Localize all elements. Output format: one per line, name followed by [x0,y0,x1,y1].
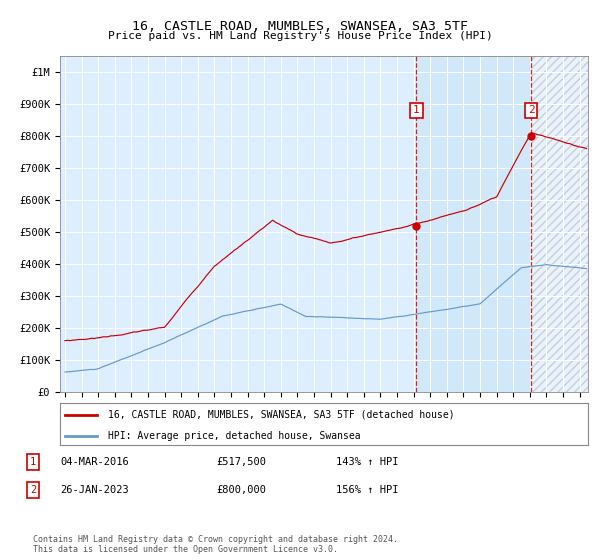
Text: Price paid vs. HM Land Registry's House Price Index (HPI): Price paid vs. HM Land Registry's House … [107,31,493,41]
Text: HPI: Average price, detached house, Swansea: HPI: Average price, detached house, Swan… [107,431,360,441]
Text: 04-MAR-2016: 04-MAR-2016 [60,457,129,467]
Text: 16, CASTLE ROAD, MUMBLES, SWANSEA, SA3 5TF (detached house): 16, CASTLE ROAD, MUMBLES, SWANSEA, SA3 5… [107,410,454,420]
Text: Contains HM Land Registry data © Crown copyright and database right 2024.
This d: Contains HM Land Registry data © Crown c… [33,535,398,554]
Bar [531,56,588,392]
Bar [416,56,531,392]
Text: 16, CASTLE ROAD, MUMBLES, SWANSEA, SA3 5TF: 16, CASTLE ROAD, MUMBLES, SWANSEA, SA3 5… [132,20,468,32]
Text: 2: 2 [30,485,36,495]
Text: 1: 1 [413,105,420,115]
Text: £517,500: £517,500 [216,457,266,467]
Text: 2: 2 [527,105,535,115]
Text: 143% ↑ HPI: 143% ↑ HPI [336,457,398,467]
Text: 156% ↑ HPI: 156% ↑ HPI [336,485,398,495]
Text: 1: 1 [30,457,36,467]
Bar [531,56,588,392]
Text: 26-JAN-2023: 26-JAN-2023 [60,485,129,495]
Text: £800,000: £800,000 [216,485,266,495]
